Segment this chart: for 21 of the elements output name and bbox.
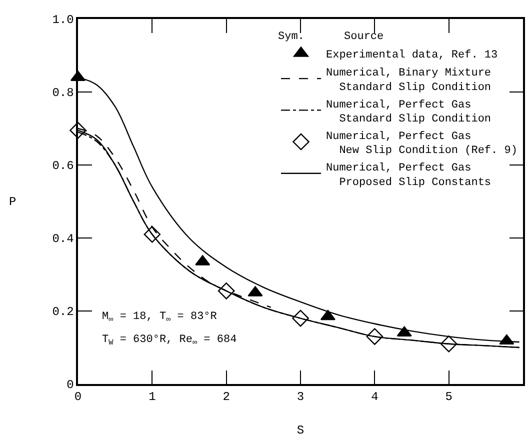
x-axis-title: S: [296, 424, 304, 438]
legend-label: Numerical, Perfect Gas Proposed Slip Constants: [326, 162, 492, 189]
y-tick-label: 0.2: [52, 305, 74, 320]
x-tick-label: 4: [371, 390, 378, 404]
legend-label: Numerical, Perfect Gas New Slip Condition (Ref. 9): [326, 130, 518, 158]
annotation: M$_{∞}$ = 18, T$_{∞}$ = 83°R: [102, 311, 218, 324]
y-tick-label: 0.8: [52, 86, 74, 100]
y-tick-label: 0.6: [52, 159, 74, 174]
legend-label: Numerical, Binary Mixture Standard Slip Condition: [326, 68, 492, 94]
y-tick-label: 1.0: [52, 13, 74, 28]
annotation: T$_{W}$ = 630°R, Re$_{∞}$ = 684: [102, 334, 238, 348]
y-tick-label: 0.4: [52, 232, 74, 246]
y-tick-label: 0: [66, 378, 74, 392]
legend-label: Numerical, Perfect Gas Standard Slip Condition: [326, 99, 492, 126]
legend-title: Sym. Source: [278, 30, 384, 43]
x-tick-label: 5: [445, 390, 452, 404]
x-tick-label: 2: [222, 390, 230, 404]
y-axis-title: P: [9, 195, 16, 209]
x-tick-label: 3: [296, 390, 304, 404]
x-tick-label: 1: [148, 390, 156, 404]
legend-label: Experimental data, Ref. 13: [326, 50, 498, 62]
